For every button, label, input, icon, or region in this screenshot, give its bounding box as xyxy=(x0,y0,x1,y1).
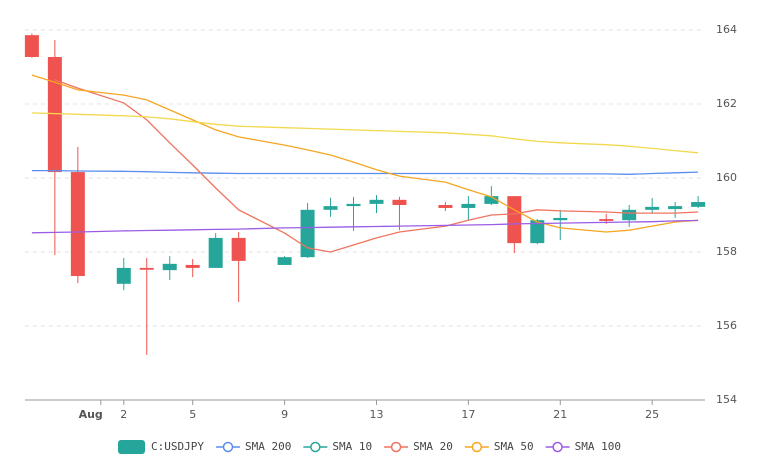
legend-label[interactable]: SMA 50 xyxy=(494,440,534,453)
candle-body xyxy=(231,237,246,261)
candle-body xyxy=(139,267,154,270)
sma-line xyxy=(31,219,699,234)
legend-marker xyxy=(222,441,234,453)
candle-body xyxy=(691,202,706,207)
y-tick-label: 160 xyxy=(716,171,737,184)
x-tick-label: Aug xyxy=(79,408,103,421)
candle-body xyxy=(47,56,62,173)
candle-body xyxy=(392,199,407,205)
y-tick-label: 162 xyxy=(716,97,737,110)
x-tick-label: 25 xyxy=(645,408,659,421)
candle-body xyxy=(599,219,614,221)
legend-marker xyxy=(552,441,563,453)
candle-body xyxy=(116,267,131,284)
candle-body xyxy=(553,217,568,221)
candle-body xyxy=(277,257,292,265)
legend-label[interactable]: SMA 200 xyxy=(245,440,291,453)
candle-body xyxy=(162,263,177,271)
candle-body xyxy=(668,206,683,210)
legend-label[interactable]: SMA 20 xyxy=(413,440,453,453)
legend-marker xyxy=(390,441,402,453)
legend-label[interactable]: SMA 100 xyxy=(575,440,621,453)
x-tick-label: 21 xyxy=(553,408,567,421)
x-tick-label: 5 xyxy=(189,408,196,421)
legend-marker xyxy=(310,441,321,453)
candle-body xyxy=(70,172,85,277)
legend-swatch xyxy=(118,440,145,454)
sma-line xyxy=(31,112,699,154)
sma-line xyxy=(31,169,699,175)
y-tick-label: 156 xyxy=(716,319,737,332)
legend-marker xyxy=(471,441,483,453)
candle-body xyxy=(461,203,476,208)
candle-body xyxy=(507,196,522,244)
legend-label[interactable]: SMA 10 xyxy=(332,440,372,453)
candle-body xyxy=(645,206,660,210)
sma-line xyxy=(31,74,699,233)
x-tick-label: 13 xyxy=(369,408,383,421)
x-tick-label: 2 xyxy=(120,408,127,421)
candle-body xyxy=(24,35,39,57)
candle-body xyxy=(208,237,223,268)
sma-line xyxy=(54,79,699,253)
candle-body xyxy=(323,206,338,210)
candle-body xyxy=(622,209,637,221)
candle-body xyxy=(300,209,315,258)
y-tick-label: 164 xyxy=(716,23,737,36)
candle-body xyxy=(346,203,361,207)
candle-body xyxy=(484,196,499,204)
y-tick-label: 158 xyxy=(716,245,737,258)
y-tick-label: 154 xyxy=(716,393,737,406)
candle-body xyxy=(438,205,453,208)
legend: C:USDJPY SMA 200 SMA 10 SMA 20 SMA 50 SMA 100 xyxy=(118,440,621,454)
candle-body xyxy=(369,199,384,204)
x-tick-label: 17 xyxy=(461,408,475,421)
candle-body xyxy=(185,264,200,268)
legend-label[interactable]: C:USDJPY xyxy=(151,440,204,453)
candle-body xyxy=(530,220,545,244)
x-tick-label: 9 xyxy=(281,408,288,421)
